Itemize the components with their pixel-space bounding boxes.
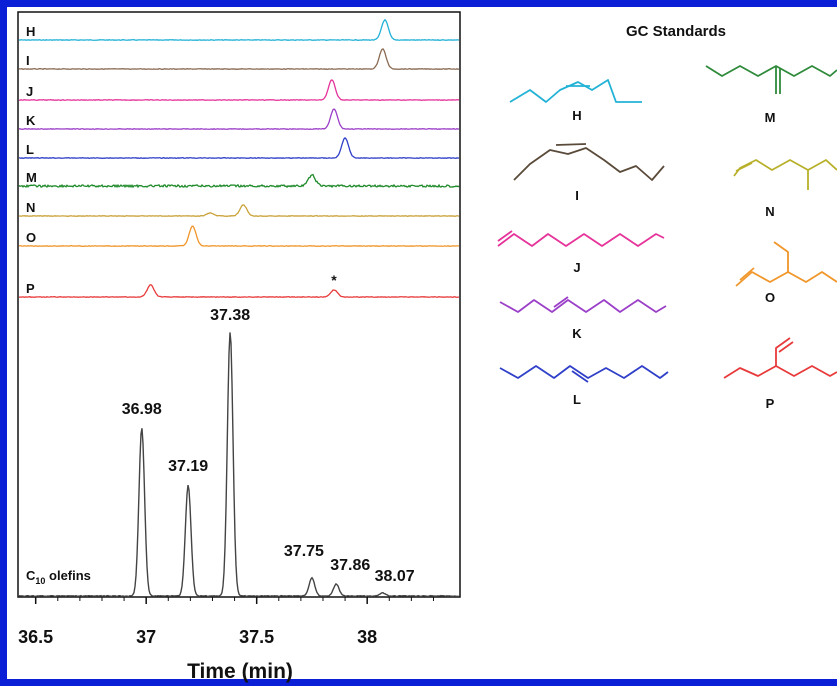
- peak-label: 36.98: [122, 401, 162, 418]
- structure-o: [735, 271, 837, 287]
- main-trace-label: C10 olefins: [26, 568, 91, 586]
- structure-label-j: J: [573, 260, 580, 275]
- trace-k: [18, 108, 460, 131]
- peak-label: 38.07: [375, 568, 415, 585]
- trace-j: [18, 79, 460, 101]
- peak-label: 37.75: [284, 543, 324, 560]
- trace-n: [18, 204, 460, 218]
- structure-p-double: [778, 341, 794, 353]
- trace-label-n: N: [26, 200, 35, 215]
- structure-labels: H I J K L M N O P: [572, 108, 775, 411]
- x-axis-label: Time (min): [187, 660, 293, 683]
- trace-label-l: L: [26, 142, 34, 157]
- structure-label-i: I: [575, 188, 579, 203]
- structure-o-branch: [773, 241, 789, 272]
- structure-l: [499, 365, 669, 379]
- trace-label-i: I: [26, 53, 30, 68]
- structure-m: [705, 65, 837, 77]
- structure-j-double: [497, 230, 513, 242]
- trace-label-p: P: [26, 281, 35, 296]
- peak-label: 37.86: [330, 557, 370, 574]
- main-trace-label-c: C: [26, 568, 36, 583]
- peak-label: 37.38: [210, 307, 250, 324]
- trace-label-j: J: [26, 84, 33, 99]
- structures-layer: [497, 65, 837, 383]
- trace-p: [18, 284, 460, 299]
- trace-o: [18, 225, 460, 248]
- x-tick-label: 37: [136, 627, 156, 647]
- trace-m: [18, 173, 460, 189]
- structure-k: [499, 299, 667, 313]
- plot-frame: [17, 11, 461, 598]
- trace-l: [19, 136, 460, 160]
- structure-k-double: [553, 296, 569, 308]
- structure-label-p: P: [766, 396, 775, 411]
- structure-label-l: L: [573, 392, 581, 407]
- peak-label: 37.19: [168, 458, 208, 475]
- trace-i: [18, 48, 460, 71]
- structure-p-branch: [775, 337, 791, 366]
- structure-l-double: [571, 370, 589, 383]
- structure-h: [509, 79, 642, 103]
- x-tick-label: 37.5: [239, 627, 274, 647]
- structure-o-double: [739, 267, 755, 281]
- trace-label-h: H: [26, 24, 35, 39]
- structure-label-h: H: [572, 108, 581, 123]
- main-trace-label-rest: olefins: [45, 568, 91, 583]
- x-tick-label: 38: [357, 627, 377, 647]
- structure-i: [513, 147, 665, 181]
- trace-c10-olefins: [18, 332, 460, 598]
- main-trace-label-subscript: 10: [35, 576, 45, 586]
- structure-label-n: N: [765, 204, 774, 219]
- standards-title: GC Standards: [626, 23, 726, 40]
- trace-label-k: K: [26, 113, 36, 128]
- x-axis-ticks: 36.5 37 37.5 38: [18, 597, 434, 647]
- structure-label-m: M: [765, 110, 776, 125]
- structure-n: [733, 159, 837, 177]
- structure-j: [497, 233, 665, 247]
- asterisk-marker: *: [331, 272, 337, 288]
- trace-label-m: M: [26, 170, 37, 185]
- structure-label-o: O: [765, 290, 775, 305]
- structure-n-double: [735, 162, 753, 172]
- x-tick-label: 36.5: [18, 627, 53, 647]
- trace-h: [18, 18, 460, 41]
- structure-label-k: K: [572, 326, 582, 341]
- structure-p: [723, 365, 837, 379]
- trace-label-o: O: [26, 230, 36, 245]
- structure-i-double: [555, 143, 587, 146]
